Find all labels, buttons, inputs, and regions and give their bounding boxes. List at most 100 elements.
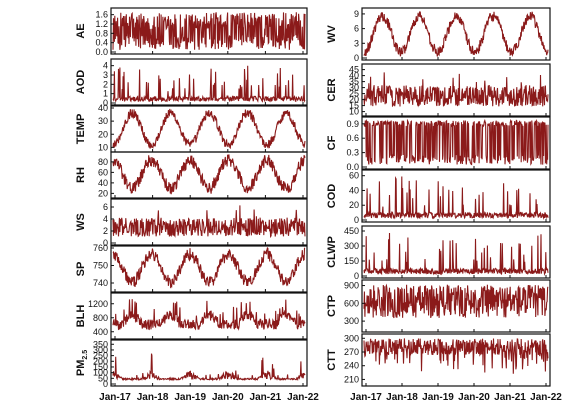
y-tick-label: 4: [103, 214, 108, 224]
panel-frame: [361, 7, 551, 61]
panel-frame: [110, 339, 308, 387]
panel-frame: [110, 7, 308, 55]
x-tick-label-right: Jan-18: [386, 392, 418, 403]
y-tick-label: 900: [344, 281, 359, 291]
y-axis-label: PM2.5: [75, 350, 89, 376]
y-tick-label: 40: [349, 185, 359, 195]
panel-frame: [361, 279, 551, 333]
y-tick-label: 450: [344, 226, 359, 236]
panel-frame: [110, 198, 308, 246]
y-tick-label: 350: [93, 339, 108, 349]
y-tick-label: 40: [98, 103, 108, 113]
series-line-wv: [363, 10, 549, 57]
y-tick-label: 300: [344, 333, 359, 343]
y-tick-label: 3: [354, 38, 359, 48]
y-tick-label: 0: [103, 238, 108, 248]
y-tick-label: 1.2: [95, 19, 108, 29]
series-line-clwp: [363, 232, 549, 276]
y-tick-label: 300: [344, 241, 359, 251]
panel-cod: 0 20 40 60 COD: [326, 169, 551, 225]
y-axis-label: WS: [75, 213, 87, 231]
series-line-ae: [112, 11, 306, 50]
y-tick-label: 0: [354, 271, 359, 281]
y-tick-label: 30: [349, 83, 359, 93]
series-line-blh: [112, 299, 306, 331]
y-tick-label: 1200: [88, 299, 108, 309]
y-tick-label: 20: [349, 95, 359, 105]
panel-frame: [110, 58, 308, 106]
y-axis-label: RH: [75, 167, 87, 183]
y-tick-label: 240: [344, 361, 359, 371]
y-tick-label: 150: [344, 256, 359, 266]
panel-sp: 740 750 760 SP: [75, 243, 308, 293]
y-tick-label: 0.0: [346, 162, 359, 172]
y-tick-label: 760: [93, 243, 108, 253]
series-line-pm: [112, 353, 306, 382]
panel-ws: 0 2 4 6 WS: [75, 198, 308, 248]
y-tick-label: 300: [93, 345, 108, 355]
y-tick-label: 0: [103, 379, 108, 389]
y-tick-label: 300: [344, 316, 359, 326]
y-tick-label: 60: [98, 167, 108, 177]
y-tick-label: 80: [98, 157, 108, 167]
x-tick-label-right: Jan-19: [422, 392, 454, 403]
y-tick-label: 40: [349, 71, 359, 81]
y-tick-label: 0.9: [346, 119, 359, 129]
x-tick-label-left: Jan-17: [99, 392, 131, 403]
y-tick-label: 400: [93, 327, 108, 337]
y-tick-label: 4: [103, 61, 108, 71]
y-tick-label: 0.6: [346, 133, 359, 143]
series-line-cf: [363, 118, 549, 166]
y-axis-label: CER: [326, 78, 338, 101]
panel-frame: [361, 116, 551, 170]
x-tick-label-left: Jan-18: [137, 392, 169, 403]
y-tick-label: 20: [98, 129, 108, 139]
y-axis-label: SP: [75, 262, 87, 277]
panel-clwp: 0 150 300 450 CLWP: [326, 225, 551, 281]
panel-frame: [361, 63, 551, 117]
x-tick-label-left: Jan-19: [174, 392, 206, 403]
y-axis-label: AE: [75, 23, 87, 38]
y-axis-label: WV: [326, 24, 338, 42]
y-tick-label: 0.8: [95, 28, 108, 38]
panel-ae: 0.00.40.81.21.6 AE: [75, 7, 308, 57]
y-axis-label: TEMP: [75, 114, 87, 145]
y-tick-label: 0: [354, 53, 359, 63]
y-tick-label: 0.4: [95, 38, 108, 48]
y-tick-label: 600: [344, 298, 359, 308]
series-line-rh: [112, 154, 306, 195]
y-tick-label: 100: [93, 368, 108, 378]
y-tick-label: 2: [103, 79, 108, 89]
y-tick-label: 150: [93, 362, 108, 372]
y-tick-label: 50: [98, 373, 108, 383]
y-tick-label: 750: [93, 261, 108, 271]
y-tick-label: 15: [349, 101, 359, 111]
panel-temp: 10 20 30 40 TEMP: [75, 103, 308, 153]
panel-cf: 0.0 0.3 0.6 0.9 CF: [326, 116, 551, 172]
y-axis-label: BLH: [75, 305, 87, 328]
y-tick-label: 1.6: [95, 10, 108, 20]
y-axis-label: CTP: [326, 295, 338, 317]
y-tick-label: 20: [349, 200, 359, 210]
series-line-temp: [112, 108, 306, 150]
series-line-sp: [112, 247, 306, 289]
y-tick-label: 40: [98, 178, 108, 188]
panel-ctt: 210 240 270 300 CTT: [326, 333, 551, 387]
y-tick-label: 10: [98, 142, 108, 152]
y-tick-label: 6: [354, 24, 359, 34]
x-tick-label-left: Jan-22: [287, 392, 319, 403]
x-tick-label-left: Jan-21: [250, 392, 282, 403]
y-tick-label: 9: [354, 9, 359, 19]
series-line-aod: [112, 65, 306, 104]
y-tick-label: 6: [103, 202, 108, 212]
y-tick-label: 0.0: [95, 47, 108, 57]
panels: 0.00.40.81.21.6AE01234AOD10203040TEMP204…: [75, 7, 551, 389]
y-axis-label: CTT: [326, 349, 338, 371]
panel-frame: [361, 333, 551, 387]
y-tick-label: 3: [103, 70, 108, 80]
y-tick-label: 2: [103, 226, 108, 236]
